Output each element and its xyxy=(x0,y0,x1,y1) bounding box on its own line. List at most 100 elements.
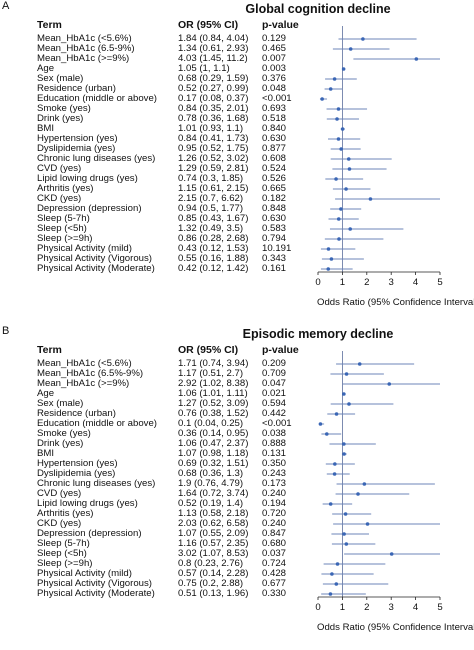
row-term: Residence (urban) xyxy=(37,83,116,94)
row-term: Sleep (5-7h) xyxy=(37,538,90,549)
or-point xyxy=(344,187,348,191)
panel-letter: B xyxy=(2,325,10,337)
or-point xyxy=(389,552,394,556)
row-p-value: 0.840 xyxy=(262,123,287,134)
row-term: Sex (male) xyxy=(37,398,84,409)
x-tick-label: 3 xyxy=(389,602,394,613)
row-term: Smoke (yes) xyxy=(37,428,91,439)
chart-title: Global cognition decline xyxy=(245,2,391,16)
or-point xyxy=(332,472,337,476)
row-or-ci: 1.17 (0.51, 2.7) xyxy=(178,368,244,379)
or-point xyxy=(368,197,373,201)
or-point xyxy=(348,47,353,51)
row-p-value: 0.665 xyxy=(262,183,287,194)
or-point xyxy=(340,127,345,131)
or-point xyxy=(324,432,329,436)
or-point xyxy=(328,592,333,596)
row-p-value: 0.630 xyxy=(262,213,287,224)
row-or-ci: 0.8 (0.23, 2.76) xyxy=(178,558,244,569)
row-term: BMI xyxy=(37,123,55,134)
row-or-ci: 1.27 (0.52, 3.09) xyxy=(178,398,249,409)
row-term: Mean_HbA1c (6.5%-9%) xyxy=(37,368,144,379)
row-term: Physical Activity (mild) xyxy=(37,568,132,579)
row-or-ci: 0.86 (0.28, 2.68) xyxy=(178,233,249,244)
x-tick-label: 4 xyxy=(413,602,419,613)
or-point xyxy=(348,227,353,231)
or-point xyxy=(320,97,324,101)
row-or-ci: 1.32 (0.49, 3.5) xyxy=(178,223,244,234)
row-term: Sleep (<5h) xyxy=(37,223,87,234)
row-p-value: 0.518 xyxy=(262,113,287,124)
forest-plot: 0 1 2 3 4 5 xyxy=(315,351,443,613)
row-term: Lipid lowing drugs (yes) xyxy=(37,173,138,184)
x-tick-label: 5 xyxy=(437,277,442,288)
row-or-ci: 3.02 (1.07, 8.53) xyxy=(178,548,249,559)
row-p-value: 0.330 xyxy=(262,588,287,599)
or-point xyxy=(333,462,337,466)
row-or-ci: 1.05 (1, 1.1) xyxy=(178,63,230,74)
row-term: CKD (yes) xyxy=(37,193,82,204)
row-or-ci: 0.42 (0.12, 1.42) xyxy=(178,263,249,274)
column-header-term: Term xyxy=(37,19,62,31)
or-point xyxy=(344,542,349,546)
panel-episodic-memory: B Episodic memory decline Term OR (95% C… xyxy=(0,325,474,650)
row-p-value: 0.350 xyxy=(262,458,287,469)
row-p-value: 0.003 xyxy=(262,63,287,74)
row-p-value: 0.594 xyxy=(262,398,287,409)
row-term: CVD (yes) xyxy=(37,163,82,174)
row-term: Arthritis (yes) xyxy=(37,183,94,194)
x-tick-label: 2 xyxy=(364,602,369,613)
row-p-value: 0.630 xyxy=(262,133,287,144)
x-axis-label: Odds Ratio (95% Confidence Interval) xyxy=(317,622,474,633)
or-point xyxy=(328,502,333,506)
x-tick-label: 1 xyxy=(340,277,345,288)
row-term: Mean_HbA1c (<5.6%) xyxy=(37,358,132,369)
row-or-ci: 0.1 (0.04, 0.25) xyxy=(178,418,244,429)
row-or-ci: 0.78 (0.36, 1.68) xyxy=(178,113,249,124)
or-point xyxy=(326,267,331,271)
row-or-ci: 2.03 (0.62, 6.58) xyxy=(178,518,249,529)
row-or-ci: 0.95 (0.52, 1.75) xyxy=(178,143,249,154)
or-point xyxy=(341,67,346,71)
row-term: Depression (depression) xyxy=(37,528,142,539)
row-or-ci: 2.15 (0.7, 6.62) xyxy=(178,193,244,204)
row-or-ci: 0.94 (0.5, 1.77) xyxy=(178,203,244,214)
row-or-ci: 0.68 (0.36, 1.3) xyxy=(178,468,244,479)
or-point xyxy=(332,77,337,81)
row-term: Sex (male) xyxy=(37,73,84,84)
forest-plot: 0 1 2 3 4 5 xyxy=(315,26,443,288)
row-term: Drink (yes) xyxy=(37,113,84,124)
row-p-value: 0.724 xyxy=(262,558,287,569)
row-p-value: 0.240 xyxy=(262,518,287,529)
row-term: Physical Activity (Moderate) xyxy=(37,263,155,274)
row-or-ci: 1.01 (0.93, 1.1) xyxy=(178,123,244,134)
row-term: Dyslipidemia (yes) xyxy=(37,468,116,479)
chart-title: Episodic memory decline xyxy=(242,327,394,341)
x-axis-label: Odds Ratio (95% Confidence Interval) xyxy=(317,297,474,308)
row-or-ci: 1.15 (0.61, 2.15) xyxy=(178,183,249,194)
row-or-ci: 0.51 (0.13, 1.96) xyxy=(178,588,249,599)
row-term: Lipid lowing drugs (yes) xyxy=(37,498,138,509)
row-p-value: 0.709 xyxy=(262,368,287,379)
x-tick-label: 2 xyxy=(364,277,369,288)
column-header-or-ci: OR (95% CI) xyxy=(178,19,239,31)
x-tick-label: 0 xyxy=(315,602,320,613)
or-point xyxy=(347,167,352,171)
row-p-value: 0.021 xyxy=(262,388,287,399)
row-or-ci: 1.06 (1.01, 1.11) xyxy=(178,388,248,399)
row-term: Education (middle or above) xyxy=(37,93,157,104)
or-point xyxy=(334,412,339,416)
row-term: Hypertension (yes) xyxy=(37,458,118,469)
row-or-ci: 1.26 (0.52, 3.02) xyxy=(178,153,249,164)
row-term: Mean_HbA1c (>=9%) xyxy=(37,53,130,64)
panel-letter: A xyxy=(2,0,10,12)
row-term: Dyslipidemia (yes) xyxy=(37,143,116,154)
row-or-ci: 2.92 (1.02, 8.38) xyxy=(178,378,249,389)
row-or-ci: 0.69 (0.32, 1.51) xyxy=(178,458,249,469)
row-or-ci: 0.36 (0.14, 0.95) xyxy=(178,428,249,439)
row-p-value: 0.182 xyxy=(262,193,287,204)
or-point xyxy=(336,137,341,141)
row-term: Smoke (yes) xyxy=(37,103,91,114)
row-p-value: 0.608 xyxy=(262,153,287,164)
column-header-term: Term xyxy=(37,344,62,356)
